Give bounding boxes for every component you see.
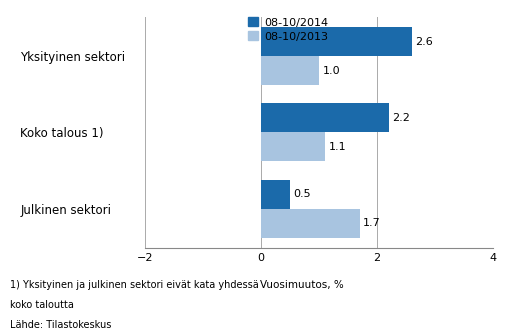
Text: 0.5: 0.5	[294, 189, 311, 199]
Bar	[261, 56, 319, 85]
Text: Vuosimuutos, %: Vuosimuutos, %	[260, 280, 343, 290]
Text: 2.2: 2.2	[392, 113, 410, 123]
Text: 1) Yksityinen ja julkinen sektori eivät kata yhdessä: 1) Yksityinen ja julkinen sektori eivät …	[10, 280, 259, 290]
Text: 1.7: 1.7	[363, 218, 381, 228]
Bar	[261, 209, 360, 238]
Text: koko taloutta: koko taloutta	[10, 300, 74, 310]
Bar	[261, 27, 412, 56]
Text: 1.0: 1.0	[323, 66, 340, 75]
Bar	[261, 132, 325, 162]
Legend: 08-10/2014, 08-10/2013: 08-10/2014, 08-10/2013	[248, 18, 328, 42]
Text: 1.1: 1.1	[329, 142, 346, 152]
Bar	[261, 103, 389, 132]
Text: Lähde: Tilastokeskus: Lähde: Tilastokeskus	[10, 320, 112, 330]
Text: 2.6: 2.6	[415, 37, 433, 47]
Bar	[261, 180, 290, 209]
